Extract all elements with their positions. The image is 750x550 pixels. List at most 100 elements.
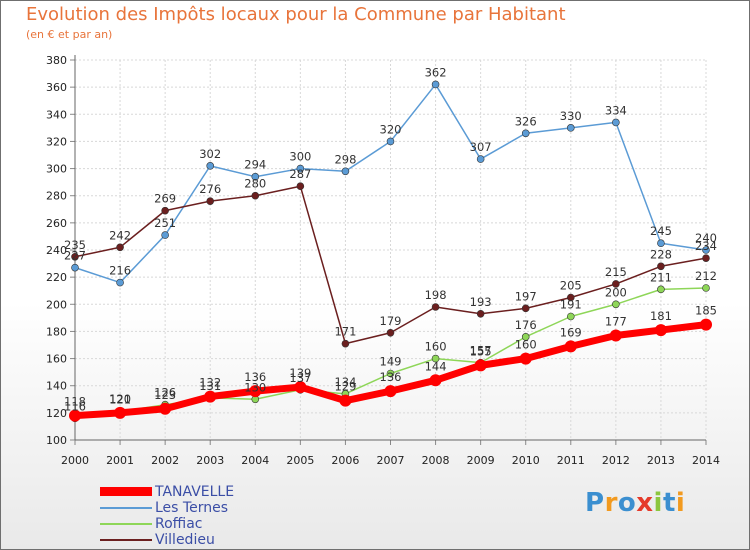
y-tick-label-140: 140 — [46, 380, 67, 393]
point-villedieu-2014 — [702, 254, 710, 262]
point-villedieu-2005 — [296, 182, 305, 191]
x-tick-label-2014: 2014 — [692, 454, 720, 467]
point-villedieu-2008 — [431, 303, 440, 311]
data-label-roffiac-2004: 130 — [244, 380, 266, 394]
data-label-tanavelle-2011: 169 — [560, 325, 582, 339]
point-les-ternes-2014 — [702, 246, 710, 254]
data-label-les-ternes-2003: 302 — [199, 147, 221, 161]
data-label-les-ternes-2013: 245 — [650, 224, 672, 238]
axes: 100 120 140 160 180 200 220 240 260 280 300 320 340 3… — [46, 54, 720, 467]
series-lines — [69, 80, 712, 423]
data-label-tanavelle-2002: 123 — [154, 388, 176, 402]
data-label-tanavelle-2008: 144 — [425, 359, 447, 373]
data-label-roffiac-2003: 131 — [199, 379, 221, 393]
data-label-villedieu-2000: 235 — [64, 238, 86, 252]
data-label-roffiac-2010: 176 — [515, 318, 537, 332]
data-label-villedieu-2004: 280 — [244, 177, 266, 191]
data-label-tanavelle-2012: 177 — [605, 315, 627, 329]
data-label-tanavelle-2005: 139 — [289, 366, 311, 380]
legend-label-tanavelle: TANAVELLE — [155, 484, 235, 500]
x-tick-label-2005: 2005 — [286, 454, 314, 467]
point-tanavelle-2010 — [519, 352, 532, 365]
data-label-villedieu-2014: 234 — [695, 239, 717, 253]
data-label-roffiac-2005: 137 — [289, 371, 311, 385]
legend-label-villedieu: Villedieu — [155, 532, 215, 548]
y-tick-label-360: 360 — [46, 81, 67, 94]
data-label-villedieu-2009: 193 — [470, 295, 492, 309]
point-roffiac-2008 — [431, 354, 440, 363]
point-tanavelle-2007 — [384, 385, 397, 398]
x-tick-label-2012: 2012 — [602, 454, 630, 467]
point-villedieu-2011 — [566, 293, 575, 302]
data-labels: 227 216 251 302 294 300 298 320 362 307 326 330 334 2… — [64, 65, 717, 413]
point-les-ternes-2002 — [161, 231, 169, 239]
y-tick-label-120: 120 — [46, 407, 67, 420]
y-tick-label-300: 300 — [46, 163, 67, 176]
data-label-les-ternes-2010: 326 — [515, 114, 537, 128]
data-label-roffiac-2006: 134 — [334, 375, 356, 389]
x-tick-label-2006: 2006 — [331, 454, 359, 467]
y-tick-label-180: 180 — [46, 325, 67, 338]
logo-letter-2: o — [617, 488, 637, 518]
data-label-villedieu-2007: 179 — [380, 314, 402, 328]
point-les-ternes-2003 — [206, 162, 215, 170]
data-label-roffiac-2007: 149 — [380, 355, 402, 369]
logo-letter-5: t — [662, 488, 676, 518]
x-tick-label-2007: 2007 — [377, 454, 405, 467]
y-tick-label-340: 340 — [46, 108, 67, 121]
x-tick-label-2008: 2008 — [422, 454, 450, 467]
data-label-tanavelle-2001: 120 — [109, 392, 131, 406]
point-villedieu-2003 — [206, 197, 215, 205]
logo-letter-0: P — [585, 488, 605, 518]
data-label-les-ternes-2012: 334 — [605, 103, 627, 117]
y-tick-label-320: 320 — [46, 135, 67, 148]
data-label-les-ternes-2002: 251 — [154, 216, 176, 230]
point-les-ternes-2005 — [296, 164, 305, 173]
data-label-les-ternes-2000: 227 — [64, 249, 86, 263]
data-label-les-ternes-2009: 307 — [470, 140, 492, 154]
point-roffiac-2014 — [702, 284, 710, 292]
x-tick-label-2003: 2003 — [196, 454, 224, 467]
data-label-villedieu-2002: 269 — [154, 192, 176, 206]
legend-swatch-roffiac — [100, 523, 152, 525]
data-label-villedieu-2013: 228 — [650, 247, 672, 261]
point-tanavelle-2002 — [159, 402, 172, 415]
data-label-roffiac-2013: 211 — [650, 270, 672, 284]
data-label-villedieu-2005: 287 — [289, 167, 311, 181]
point-les-ternes-2006 — [341, 167, 350, 176]
legend-label-roffiac: Roffiac — [155, 516, 203, 532]
point-tanavelle-2001 — [114, 406, 127, 419]
point-villedieu-2002 — [161, 206, 169, 215]
point-les-ternes-2000 — [71, 263, 79, 272]
y-tick-label-240: 240 — [46, 244, 67, 257]
y-tick-label-200: 200 — [46, 298, 67, 311]
point-villedieu-2010 — [521, 304, 530, 313]
point-les-ternes-2013 — [657, 239, 665, 248]
point-les-ternes-2012 — [612, 118, 620, 127]
x-tick-label-2000: 2000 — [61, 454, 89, 467]
point-tanavelle-2012 — [609, 329, 622, 342]
data-label-roffiac-2011: 191 — [560, 298, 582, 312]
data-label-les-ternes-2005: 300 — [289, 150, 311, 164]
logo-letter-4: i — [653, 488, 663, 518]
legend-label-les-ternes: Les Ternes — [155, 500, 228, 516]
point-tanavelle-2008 — [429, 374, 442, 387]
point-roffiac-2010 — [521, 333, 530, 341]
data-label-les-ternes-2011: 330 — [560, 109, 582, 123]
point-villedieu-2013 — [657, 262, 665, 271]
point-les-ternes-2004 — [251, 172, 260, 181]
point-tanavelle-2006 — [339, 394, 352, 407]
data-label-les-ternes-2001: 216 — [109, 264, 131, 278]
point-tanavelle-2013 — [654, 324, 667, 337]
point-villedieu-2000 — [71, 252, 79, 261]
proxiti-logo: Proxiti — [585, 488, 685, 518]
data-label-roffiac-2002: 126 — [154, 386, 176, 400]
data-label-roffiac-2009: 157 — [470, 344, 492, 358]
data-label-tanavelle-2003: 132 — [199, 376, 221, 390]
chart-title: Evolution des Impôts locaux pour la Comm… — [26, 4, 566, 25]
logo-letter-1: r — [604, 488, 618, 518]
data-label-roffiac-2001: 121 — [109, 393, 131, 407]
point-les-ternes-2001 — [116, 278, 124, 287]
logo-letter-3: x — [636, 488, 654, 518]
